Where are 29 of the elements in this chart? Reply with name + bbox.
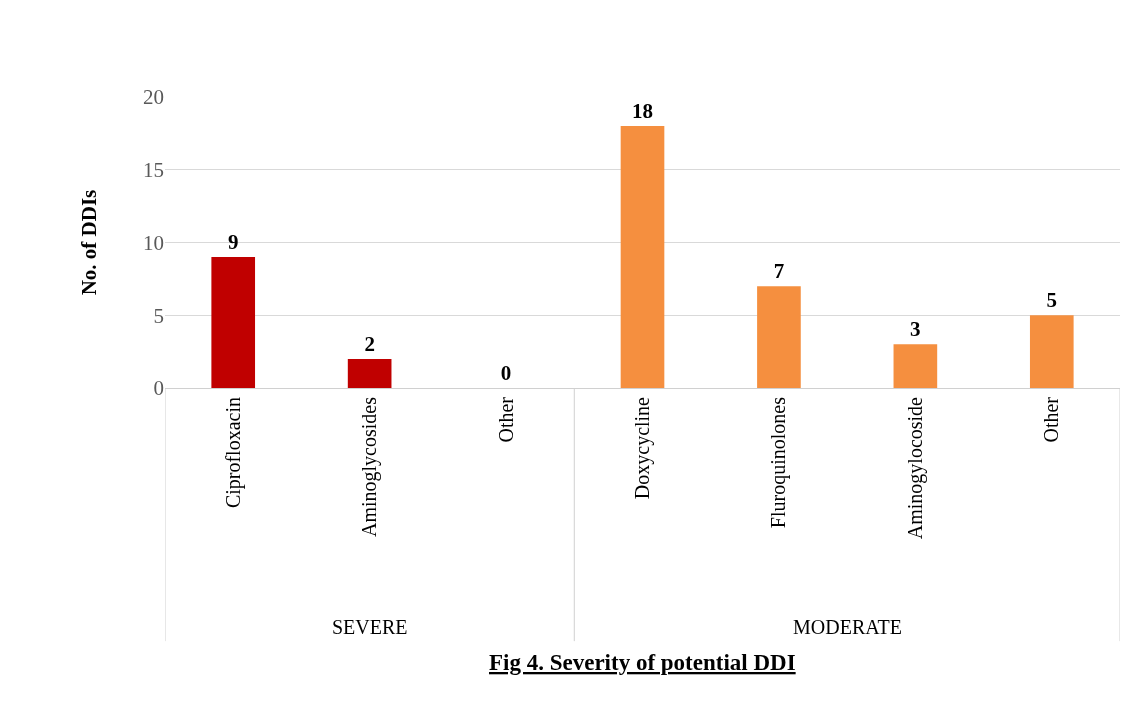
text: SEVERE [332,616,408,638]
y-tick-label: 10 [143,230,164,255]
bar [620,126,665,388]
text: Fig 4. Severity of potential DDI [489,650,796,675]
data-label: 9 [227,230,239,255]
bar [347,358,392,388]
data-label: 3 [910,317,921,342]
text: MODERATE [793,616,902,638]
y-tick-label: 0 [153,376,164,401]
bar [1029,315,1074,388]
bar [757,286,801,388]
y-tick-label: 15 [143,158,164,183]
data-label: 2 [364,331,375,356]
x-tick-label: Aminoglycosides [358,396,382,537]
data-label: 7 [773,259,785,284]
bar [893,344,938,388]
data-label: 0 [500,361,512,385]
y-axis-title: No. of DDIs [77,189,102,296]
bar [211,257,256,388]
data-label: 18 [632,99,653,124]
x-tick-label: Other [494,396,517,443]
x-tick-label: Aminogylocoside [903,396,927,540]
x-tick-label: Other [1040,396,1063,443]
y-tick-label: 5 [153,303,164,328]
x-tick-label: Doxycycline [631,396,654,500]
data-label: 5 [1046,288,1058,313]
x-tick-label: Ciprofloxacin [221,397,245,509]
y-tick-label: 20 [143,85,164,110]
x-tick-label: Fluroquinolones [767,396,791,529]
